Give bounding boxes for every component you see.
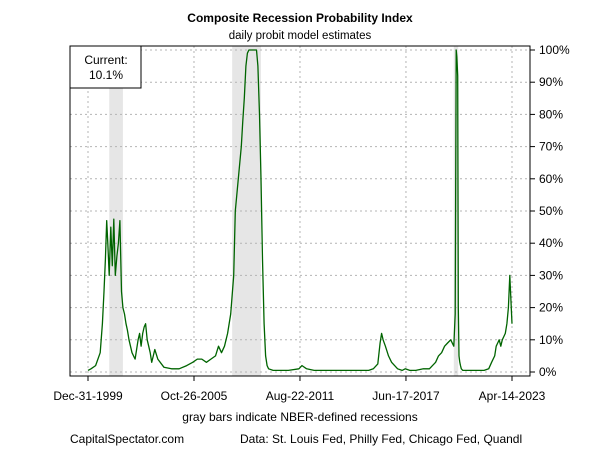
y-tick-label-0: 0% (539, 365, 557, 379)
x-tick-label-2: Aug-22-2011 (266, 389, 335, 403)
y-axis: 0% 10% 20% 30% 40% 50% 60% 70% 80% 90% 100% (530, 43, 570, 379)
current-value-box: Current: 10.1% (69, 45, 142, 89)
y-tick-label-4: 40% (539, 236, 563, 250)
x-axis: Dec-31-1999 Oct-26-2005 Aug-22-2011 Jun-17-… (53, 376, 546, 403)
x-tick-label-0: Dec-31-1999 (53, 389, 123, 403)
y-tick-label-3: 30% (539, 268, 563, 282)
y-tick-label-10: 100% (539, 43, 570, 57)
current-value-box-frame (69, 45, 142, 89)
y-tick-label-1: 10% (539, 333, 563, 347)
grid-lines (70, 46, 530, 376)
y-tick-label-5: 50% (539, 204, 563, 218)
y-tick-label-7: 70% (539, 140, 563, 154)
data-sources: Data: St. Louis Fed, Philly Fed, Chicago… (240, 432, 523, 446)
chart-subtitle: daily probit model estimates (228, 30, 372, 42)
y-tick-label-8: 80% (539, 107, 563, 121)
series-line-1 (87, 49, 513, 372)
y-tick-label-6: 60% (539, 172, 563, 186)
series-line-layer (87, 49, 513, 372)
x-tick-label-3: Jun-17-2017 (372, 389, 440, 403)
x-axis-caption: gray bars indicate NBER-defined recessio… (182, 410, 418, 424)
current-label: Current: (84, 53, 127, 67)
chart-title: Composite Recession Probability Index (187, 11, 413, 25)
y-tick-label-2: 20% (539, 301, 563, 315)
x-tick-label-1: Oct-26-2005 (161, 389, 228, 403)
y-tick-label-9: 90% (539, 75, 563, 89)
current-value: 10.1% (89, 68, 123, 82)
source-site: CapitalSpectator.com (70, 432, 185, 446)
x-tick-label-4: Apr-14-2023 (479, 389, 546, 403)
